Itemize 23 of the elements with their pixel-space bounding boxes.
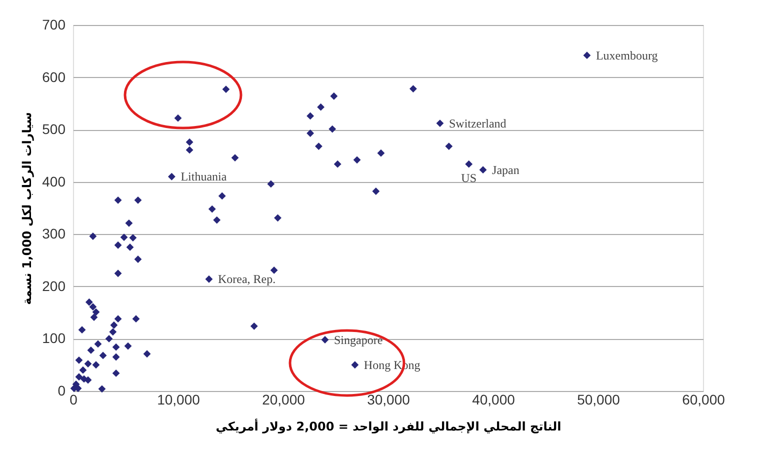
y-tick-label: 600 [42, 68, 66, 85]
annotation: Singapore [334, 332, 383, 347]
annotation: Lithuania [180, 170, 228, 184]
annotation: Switzerland [448, 116, 506, 130]
annotation: Luxembourg [596, 48, 658, 62]
y-tick-label: 200 [42, 278, 66, 294]
x-tick-label: 10,000 [157, 392, 200, 408]
annotation: US [461, 171, 477, 186]
y-tick-label: 500 [42, 121, 66, 138]
y-axis-title: سيارات الركاب لكل 1,000 نسمة [20, 112, 34, 305]
x-tick-label: 40,000 [472, 392, 516, 408]
y-tick-label: 700 [42, 16, 66, 32]
x-tick-label: 30,000 [367, 392, 410, 408]
annotation: Japan [492, 162, 520, 177]
y-tick-label: 300 [42, 226, 66, 242]
x-tick-label: 50,000 [577, 392, 620, 408]
x-tick-label: 20,000 [262, 392, 306, 408]
x-tick-label: 60,000 [682, 392, 726, 408]
x-axis-title: الناتج المحلي الإجمالي للفرد الواحد = 2,000 دولار أمريكي [216, 418, 562, 434]
x-tick-label: 0 [70, 392, 78, 408]
annotation: Korea, Rep. [218, 272, 276, 286]
y-tick-label: 400 [42, 173, 66, 190]
y-tick-label: 100 [42, 330, 66, 346]
